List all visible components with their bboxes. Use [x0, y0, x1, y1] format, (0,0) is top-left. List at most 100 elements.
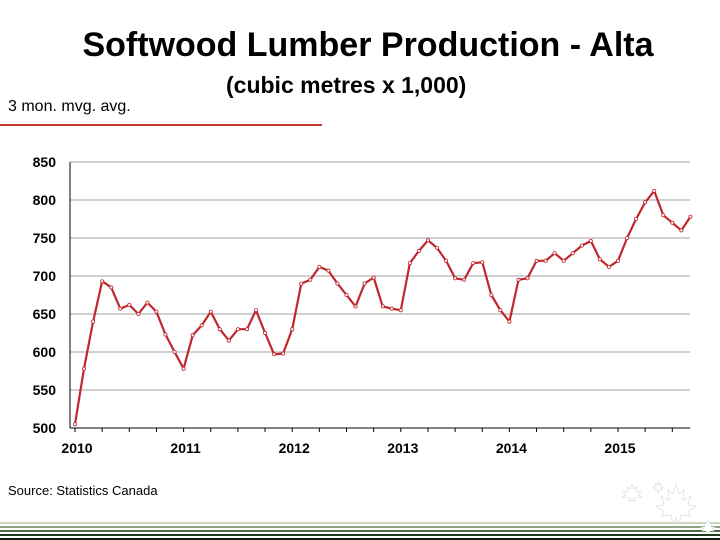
- data-point: [534, 258, 539, 263]
- y-tick-label: 700: [33, 268, 57, 284]
- data-point: [190, 333, 195, 338]
- y-tick-label: 800: [33, 192, 57, 208]
- data-point: [634, 216, 639, 221]
- data-point: [643, 200, 648, 205]
- data-point: [688, 214, 693, 219]
- x-tick-label: 2011: [170, 440, 201, 456]
- data-point: [570, 251, 575, 256]
- data-point: [444, 258, 449, 263]
- small-leaf-icon: [652, 481, 664, 494]
- data-point: [471, 261, 476, 266]
- x-tick-label: 2010: [61, 440, 92, 456]
- data-point: [244, 327, 249, 332]
- data-point: [163, 332, 168, 337]
- data-point: [543, 258, 548, 263]
- data-point: [679, 228, 684, 233]
- data-point: [154, 309, 159, 314]
- data-point: [353, 304, 358, 309]
- data-point: [73, 422, 78, 427]
- data-point: [281, 351, 286, 356]
- series-line: [73, 188, 693, 427]
- x-tick-label: 2015: [604, 440, 635, 456]
- data-point: [498, 308, 503, 313]
- data-point: [91, 319, 96, 324]
- data-point: [235, 327, 240, 332]
- data-point: [145, 300, 150, 305]
- slide-subtitle: (cubic metres x 1,000): [226, 72, 467, 98]
- data-point: [579, 243, 584, 248]
- y-tick-label: 600: [33, 344, 57, 360]
- data-point: [308, 277, 313, 282]
- slide-title: Softwood Lumber Production - Alta: [82, 26, 654, 64]
- data-point: [561, 258, 566, 263]
- maple-leaf-icon: [655, 482, 697, 525]
- data-point: [453, 276, 458, 281]
- data-point: [335, 281, 340, 286]
- data-point: [253, 308, 258, 313]
- y-tick-label: 650: [33, 306, 57, 322]
- accent-underline: [0, 124, 322, 126]
- data-point: [670, 220, 675, 225]
- data-point: [299, 281, 304, 286]
- data-point: [462, 277, 467, 282]
- data-point: [489, 292, 494, 297]
- data-point: [416, 248, 421, 253]
- data-point: [480, 260, 485, 265]
- data-point: [516, 277, 521, 282]
- data-point: [290, 327, 295, 332]
- data-point: [208, 309, 213, 314]
- data-point: [82, 366, 87, 371]
- data-point: [434, 245, 439, 250]
- data-point: [118, 306, 123, 311]
- data-point: [172, 349, 177, 354]
- data-point: [344, 292, 349, 297]
- maple-leaf-logo: [621, 481, 716, 535]
- data-point: [326, 268, 331, 273]
- data-point: [652, 188, 657, 193]
- data-point: [181, 366, 186, 371]
- data-point: [407, 261, 412, 266]
- y-tick-label: 500: [33, 420, 57, 436]
- data-point: [588, 239, 593, 244]
- data-point: [425, 238, 430, 243]
- source-note: Source: Statistics Canada: [8, 483, 158, 498]
- data-point: [525, 276, 530, 281]
- footer-stripes: [0, 520, 720, 540]
- data-point: [606, 264, 611, 269]
- y-tick-label: 750: [33, 230, 57, 246]
- small-leaf-icon: [700, 519, 716, 535]
- data-point: [552, 251, 557, 256]
- data-point: [317, 264, 322, 269]
- moving-average-note: 3 mon. mvg. avg.: [8, 98, 131, 115]
- small-leaf-icon: [621, 483, 643, 503]
- data-point: [625, 235, 630, 240]
- x-tick-label: 2013: [387, 440, 418, 456]
- y-tick-labels: 850 800 750 700 650 600 550 500: [33, 154, 57, 436]
- data-point: [226, 338, 231, 343]
- data-point: [199, 323, 204, 328]
- data-point: [661, 213, 666, 218]
- data-point: [380, 304, 385, 309]
- axes: [69, 162, 690, 432]
- data-point: [362, 281, 367, 286]
- data-point: [389, 306, 394, 311]
- data-point: [507, 319, 512, 324]
- data-point: [100, 279, 105, 284]
- data-point: [398, 308, 403, 313]
- x-tick-label: 2014: [496, 440, 527, 456]
- data-point: [616, 258, 621, 263]
- gridlines: [70, 161, 690, 391]
- data-point: [109, 285, 114, 290]
- data-point: [597, 257, 602, 262]
- x-tick-label: 2012: [279, 440, 310, 456]
- y-tick-label: 550: [33, 382, 57, 398]
- data-point: [272, 352, 277, 357]
- data-point: [136, 311, 141, 316]
- data-point: [371, 275, 376, 280]
- data-point: [127, 302, 132, 307]
- y-tick-label: 850: [33, 154, 57, 170]
- x-tick-labels: 2010 2011 2012 2013 2014 2015: [61, 440, 635, 456]
- data-point: [263, 330, 268, 335]
- data-point: [217, 327, 222, 332]
